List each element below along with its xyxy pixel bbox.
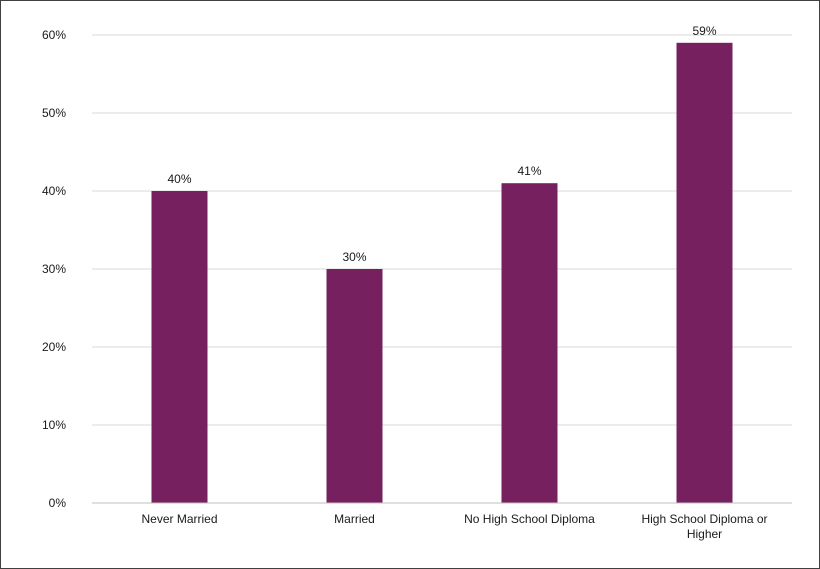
category-label: High School Diploma or Higher [641, 512, 767, 541]
y-tick-label: 10% [42, 418, 66, 432]
category-labels: Never Married Married No High School Diplo… [141, 512, 767, 541]
data-labels: 40% 30% 41% 59% [167, 24, 716, 264]
category-label-line: Never Married [141, 512, 217, 526]
y-tick-label: 50% [42, 106, 66, 120]
bar [676, 42, 733, 504]
gridlines [92, 34, 792, 426]
bar [501, 183, 558, 503]
bars [151, 42, 733, 504]
bar [326, 269, 383, 503]
y-tick-label: 20% [42, 340, 66, 354]
data-label: 30% [342, 250, 366, 264]
category-label: No High School Diploma [464, 512, 595, 526]
data-label: 59% [692, 24, 716, 38]
y-tick-label: 40% [42, 184, 66, 198]
category-label-line: High School Diploma or [641, 512, 767, 526]
category-label-line: No High School Diploma [464, 512, 595, 526]
category-label-line: Married [334, 512, 375, 526]
category-label-line: Higher [687, 527, 722, 541]
data-label: 41% [517, 164, 541, 178]
category-label: Never Married [141, 512, 217, 526]
category-label: Married [334, 512, 375, 526]
bar [151, 191, 208, 503]
y-tick-label: 30% [42, 262, 66, 276]
y-tick-label: 0% [49, 496, 67, 510]
data-label: 40% [167, 172, 191, 186]
y-tick-label: 60% [42, 28, 66, 42]
y-axis-ticks: 0% 10% 20% 30% 40% 50% 60% [42, 28, 66, 510]
